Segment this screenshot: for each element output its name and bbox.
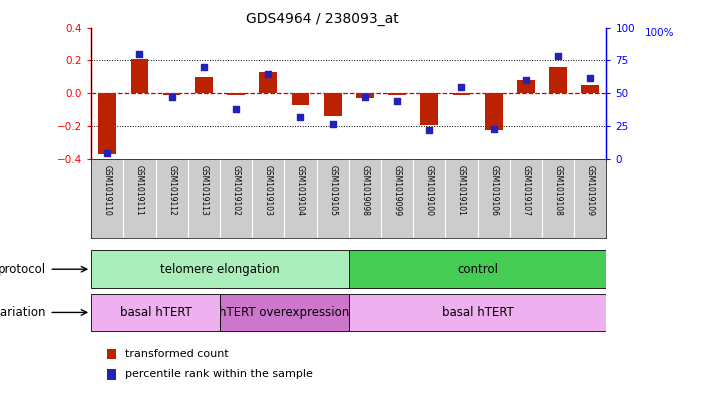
Point bbox=[456, 84, 467, 90]
Bar bbox=[292, 94, 309, 105]
Text: transformed count: transformed count bbox=[125, 349, 229, 359]
Text: GSM1019108: GSM1019108 bbox=[554, 165, 563, 215]
Point bbox=[585, 74, 596, 81]
FancyBboxPatch shape bbox=[91, 250, 349, 288]
FancyBboxPatch shape bbox=[349, 250, 606, 288]
Point bbox=[198, 64, 210, 70]
Bar bbox=[107, 349, 116, 359]
Text: GSM1019113: GSM1019113 bbox=[199, 165, 208, 215]
Bar bbox=[421, 94, 438, 125]
FancyBboxPatch shape bbox=[91, 294, 220, 331]
Bar bbox=[549, 67, 567, 94]
Point bbox=[552, 53, 564, 60]
Text: hTERT overexpression: hTERT overexpression bbox=[219, 306, 350, 319]
Point bbox=[295, 114, 306, 120]
Point bbox=[488, 126, 499, 132]
Text: GSM1019112: GSM1019112 bbox=[167, 165, 176, 215]
Text: GSM1019107: GSM1019107 bbox=[522, 165, 531, 216]
Text: genotype/variation: genotype/variation bbox=[0, 306, 46, 319]
Bar bbox=[98, 94, 116, 154]
Text: GSM1019106: GSM1019106 bbox=[489, 165, 498, 216]
FancyBboxPatch shape bbox=[349, 294, 606, 331]
Point bbox=[134, 51, 145, 57]
Text: control: control bbox=[457, 263, 498, 276]
Bar bbox=[163, 94, 180, 95]
Text: GSM1019109: GSM1019109 bbox=[586, 165, 594, 216]
Text: protocol: protocol bbox=[0, 263, 46, 276]
Bar bbox=[581, 85, 599, 94]
Text: 100%: 100% bbox=[645, 28, 674, 37]
Text: GSM1019110: GSM1019110 bbox=[103, 165, 111, 215]
Text: GSM1019101: GSM1019101 bbox=[457, 165, 466, 215]
Bar bbox=[453, 94, 470, 95]
Text: GSM1019111: GSM1019111 bbox=[135, 165, 144, 215]
Point bbox=[423, 127, 435, 133]
Text: GDS4964 / 238093_at: GDS4964 / 238093_at bbox=[246, 12, 399, 26]
Bar bbox=[517, 80, 535, 94]
FancyBboxPatch shape bbox=[220, 294, 349, 331]
Bar bbox=[324, 94, 341, 116]
Text: GSM1019098: GSM1019098 bbox=[360, 165, 369, 216]
Text: basal hTERT: basal hTERT bbox=[442, 306, 514, 319]
Bar bbox=[485, 94, 503, 130]
Point bbox=[327, 121, 339, 127]
Point bbox=[391, 98, 402, 105]
Text: GSM1019100: GSM1019100 bbox=[425, 165, 434, 216]
Point bbox=[166, 94, 177, 101]
Text: percentile rank within the sample: percentile rank within the sample bbox=[125, 369, 313, 380]
Text: basal hTERT: basal hTERT bbox=[120, 306, 191, 319]
Text: GSM1019103: GSM1019103 bbox=[264, 165, 273, 216]
Bar bbox=[356, 94, 374, 98]
Point bbox=[520, 77, 531, 83]
Bar bbox=[259, 72, 277, 94]
Text: GSM1019104: GSM1019104 bbox=[296, 165, 305, 216]
Point bbox=[263, 70, 274, 77]
Bar bbox=[227, 94, 245, 95]
Text: GSM1019099: GSM1019099 bbox=[393, 165, 402, 216]
Text: GSM1019105: GSM1019105 bbox=[328, 165, 337, 216]
Point bbox=[102, 149, 113, 156]
Bar bbox=[130, 59, 149, 94]
Bar bbox=[107, 369, 116, 380]
Point bbox=[231, 106, 242, 112]
Text: telomere elongation: telomere elongation bbox=[160, 263, 280, 276]
Bar bbox=[388, 94, 406, 95]
Text: GSM1019102: GSM1019102 bbox=[231, 165, 240, 215]
Bar bbox=[195, 77, 212, 94]
Point bbox=[359, 94, 370, 101]
